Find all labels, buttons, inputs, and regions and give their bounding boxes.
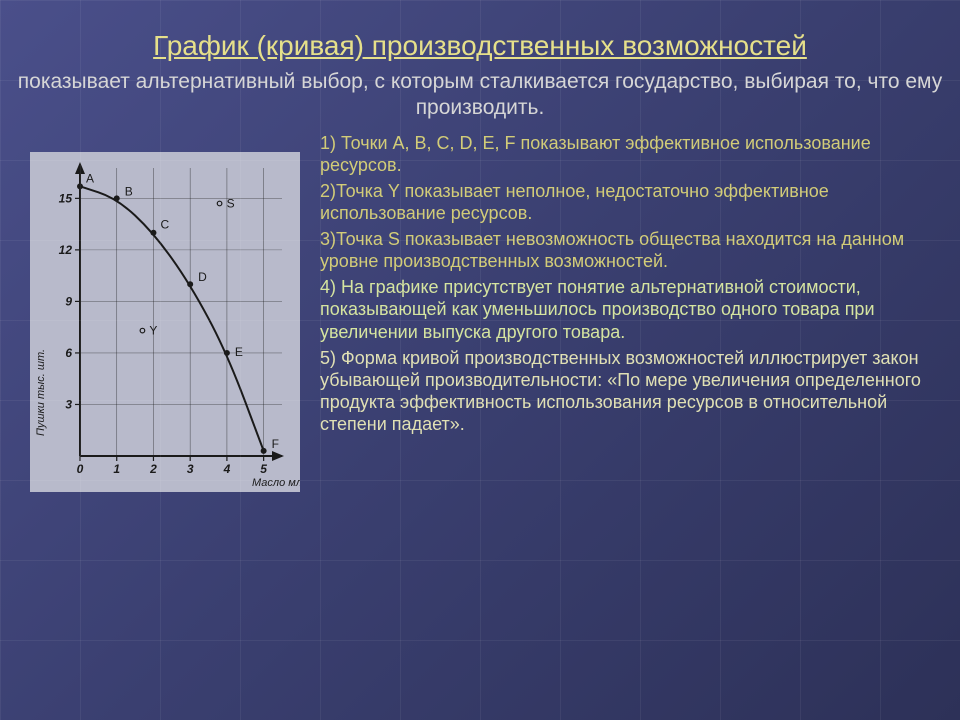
svg-text:9: 9 xyxy=(65,294,72,308)
svg-text:B: B xyxy=(125,184,133,198)
bullet-point-5: 5) Форма кривой производственных возможн… xyxy=(320,347,930,436)
svg-text:D: D xyxy=(198,270,207,284)
svg-text:6: 6 xyxy=(65,345,72,359)
svg-text:15: 15 xyxy=(59,191,73,205)
ppf-chart: 0123453691215ABCDEFYSМасло млн. т.Пушки … xyxy=(30,152,300,492)
svg-text:E: E xyxy=(235,344,243,358)
svg-text:C: C xyxy=(160,217,169,231)
bullet-point-1: 1) Точки A, B, C, D, E, F показывают эфф… xyxy=(320,132,930,176)
svg-text:2: 2 xyxy=(149,462,157,476)
svg-text:A: A xyxy=(86,171,94,185)
bullet-list: 1) Точки A, B, C, D, E, F показывают эфф… xyxy=(310,132,930,440)
bullet-point-2: 2)Точка Y показывает неполное, недостато… xyxy=(320,180,930,224)
svg-text:3: 3 xyxy=(187,462,194,476)
svg-text:4: 4 xyxy=(223,462,231,476)
svg-text:12: 12 xyxy=(59,242,73,256)
svg-text:F: F xyxy=(272,436,279,450)
svg-text:Масло млн. т.: Масло млн. т. xyxy=(252,477,300,489)
svg-text:1: 1 xyxy=(113,462,120,476)
svg-text:Пушки тыс. шт.: Пушки тыс. шт. xyxy=(35,348,47,435)
svg-text:Y: Y xyxy=(149,323,157,337)
bullet-point-4: 4) На графике присутствует понятие альте… xyxy=(320,276,930,342)
svg-text:S: S xyxy=(227,196,235,210)
bullet-point-3: 3)Точка S показывает невозможность общес… xyxy=(320,228,930,272)
chart-column: 0123453691215ABCDEFYSМасло млн. т.Пушки … xyxy=(30,132,310,497)
svg-text:5: 5 xyxy=(260,462,267,476)
